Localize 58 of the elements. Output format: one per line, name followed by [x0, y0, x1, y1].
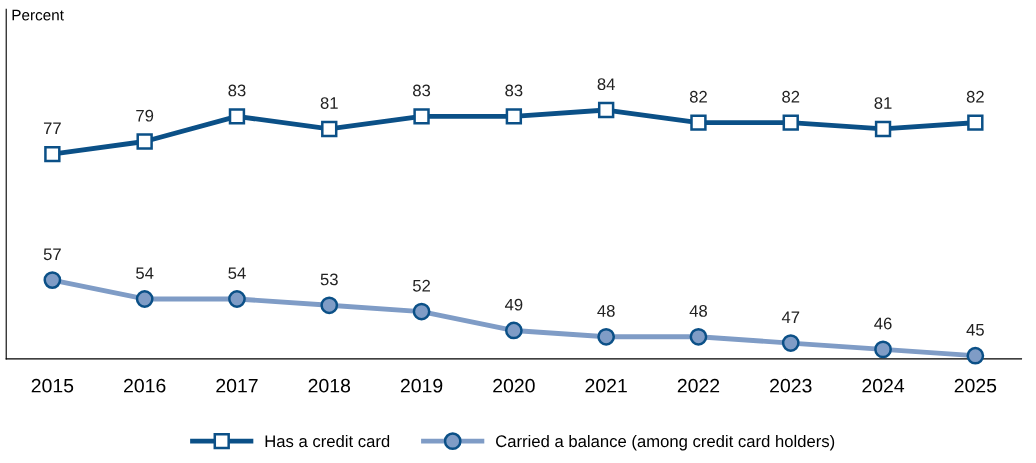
point [413, 108, 430, 125]
point [874, 340, 892, 359]
data-label: 46 [874, 317, 892, 330]
point [228, 108, 246, 125]
data-label: 57 [43, 248, 61, 261]
point [412, 302, 431, 321]
point [597, 101, 615, 119]
point [505, 108, 523, 125]
data-label: 83 [228, 84, 246, 97]
point [966, 346, 985, 365]
legend-label: Has a credit card [265, 434, 390, 448]
data-label: 81 [874, 97, 892, 109]
data-label: 47 [781, 311, 800, 323]
x-tick-label: 2015 [31, 378, 74, 393]
point [967, 114, 984, 131]
x-tick-label: 2023 [770, 378, 812, 393]
point [504, 321, 523, 340]
data-label: 83 [413, 84, 431, 97]
x-tick-label: 2025 [954, 378, 997, 393]
x-tick-label: 2018 [308, 378, 351, 393]
x-tick-label: 2017 [216, 378, 258, 393]
x-tick-label: 2022 [677, 378, 720, 393]
data-label: 81 [320, 97, 338, 109]
data-label: 48 [597, 305, 615, 317]
y-axis-title: Percent [12, 9, 64, 21]
point [782, 114, 799, 131]
data-label: 54 [136, 267, 154, 280]
point [136, 133, 153, 150]
x-tick-label: 2024 [862, 378, 905, 393]
data-label: 53 [320, 273, 338, 286]
legend-label: Carried a balance (among credit card holders) [496, 434, 835, 451]
x-tick-label: 2019 [400, 378, 443, 393]
point [320, 296, 339, 315]
point [874, 120, 892, 138]
data-label: 82 [689, 90, 707, 103]
point [321, 120, 338, 138]
x-tick-label: 2021 [585, 378, 627, 393]
point [135, 290, 154, 308]
point [690, 114, 707, 131]
data-label: 82 [966, 90, 984, 103]
point [597, 327, 616, 346]
x-tick-label: 2020 [493, 378, 535, 393]
point [781, 334, 800, 352]
data-label: 77 [43, 122, 61, 134]
data-label: 79 [136, 109, 154, 122]
x-tick-label: 2016 [124, 378, 166, 393]
data-label: 49 [504, 298, 523, 311]
data-label: 48 [689, 305, 707, 317]
data-label: 82 [782, 90, 800, 103]
data-label: 54 [228, 267, 246, 280]
data-label: 84 [597, 78, 615, 91]
data-label: 45 [966, 324, 984, 336]
point [44, 145, 61, 163]
point [43, 271, 62, 289]
point [689, 327, 708, 346]
data-label: 83 [505, 84, 523, 97]
point [228, 290, 246, 308]
data-label: 52 [412, 279, 430, 292]
